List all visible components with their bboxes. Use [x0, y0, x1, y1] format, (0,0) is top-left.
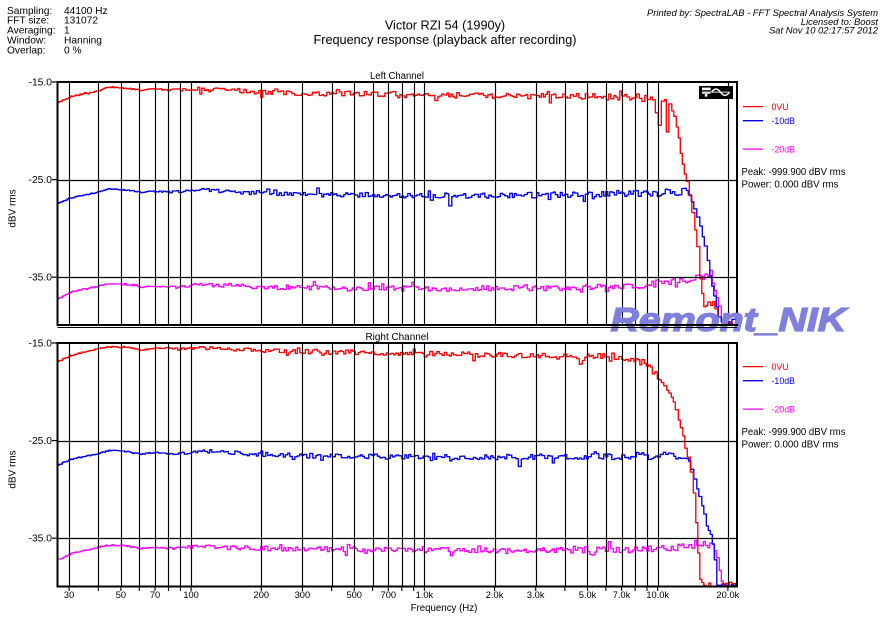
svg-text:0VU: 0VU: [772, 362, 789, 372]
svg-text:200: 200: [254, 590, 270, 600]
svg-text:-10dB: -10dB: [772, 376, 796, 386]
svg-text:700: 700: [381, 590, 397, 600]
svg-text:7.0k: 7.0k: [613, 590, 631, 600]
svg-text:131072: 131072: [64, 16, 98, 27]
svg-text:Sampling:: Sampling:: [7, 6, 52, 17]
svg-text:Printed by: SpectraLAB - FFT S: Printed by: SpectraLAB - FFT Spectral An…: [647, 7, 878, 18]
svg-text:44100 Hz: 44100 Hz: [64, 6, 108, 17]
svg-text:-20dB: -20dB: [772, 404, 796, 414]
svg-text:-15.0: -15.0: [29, 339, 53, 350]
svg-text:Frequency (Hz): Frequency (Hz): [411, 603, 478, 614]
svg-text:100: 100: [183, 590, 199, 600]
svg-text:2.0k: 2.0k: [486, 590, 504, 600]
svg-text:70: 70: [150, 590, 160, 600]
svg-text:300: 300: [295, 590, 311, 600]
svg-text:Right Channel: Right Channel: [366, 332, 429, 343]
svg-text:Frequency response (playback a: Frequency response (playback after recor…: [313, 33, 576, 47]
svg-text:0 %: 0 %: [64, 45, 82, 56]
svg-text:Averaging:: Averaging:: [7, 26, 56, 37]
svg-text:0VU: 0VU: [772, 102, 789, 112]
svg-text:Power: 0.000 dBV rms: Power: 0.000 dBV rms: [742, 440, 839, 451]
svg-text:FFT size:: FFT size:: [7, 16, 49, 27]
svg-text:Peak: -999.900 dBV rms: Peak: -999.900 dBV rms: [742, 167, 846, 178]
svg-text:Window:: Window:: [7, 35, 46, 46]
svg-text:dBV rms: dBV rms: [8, 450, 19, 488]
svg-text:1: 1: [64, 26, 70, 37]
svg-text:Hanning: Hanning: [64, 35, 102, 46]
svg-text:Peak: -999.900 dBV rms: Peak: -999.900 dBV rms: [742, 427, 846, 438]
svg-text:-35.0: -35.0: [29, 534, 53, 545]
svg-text:50: 50: [116, 590, 126, 600]
svg-text:-25.0: -25.0: [29, 175, 53, 186]
svg-text:10.0k: 10.0k: [646, 590, 669, 600]
svg-text:dBV rms: dBV rms: [8, 189, 19, 227]
svg-text:Power: 0.000 dBV rms: Power: 0.000 dBV rms: [742, 180, 839, 191]
svg-text:-20dB: -20dB: [772, 144, 796, 154]
svg-text:-35.0: -35.0: [29, 273, 53, 284]
svg-text:-10dB: -10dB: [772, 116, 796, 126]
svg-text:Victor RZI 54 (1990y): Victor RZI 54 (1990y): [385, 19, 505, 33]
svg-text:Licensed to: Boost: Licensed to: Boost: [801, 16, 879, 27]
svg-text:Left Channel: Left Channel: [370, 71, 424, 82]
svg-text:500: 500: [346, 590, 362, 600]
svg-text:1.0k: 1.0k: [416, 590, 434, 600]
svg-text:30: 30: [64, 590, 74, 600]
svg-text:5.0k: 5.0k: [579, 590, 597, 600]
svg-text:Overlap:: Overlap:: [7, 45, 46, 56]
svg-text:Remont_NIK: Remont_NIK: [611, 301, 850, 338]
svg-text:3.0k: 3.0k: [527, 590, 545, 600]
svg-text:Sat Nov 10 02:17:57 2012: Sat Nov 10 02:17:57 2012: [769, 24, 879, 35]
svg-text:-15.0: -15.0: [29, 78, 53, 89]
svg-text:-25.0: -25.0: [29, 436, 53, 447]
svg-text:20.0k: 20.0k: [717, 590, 740, 600]
